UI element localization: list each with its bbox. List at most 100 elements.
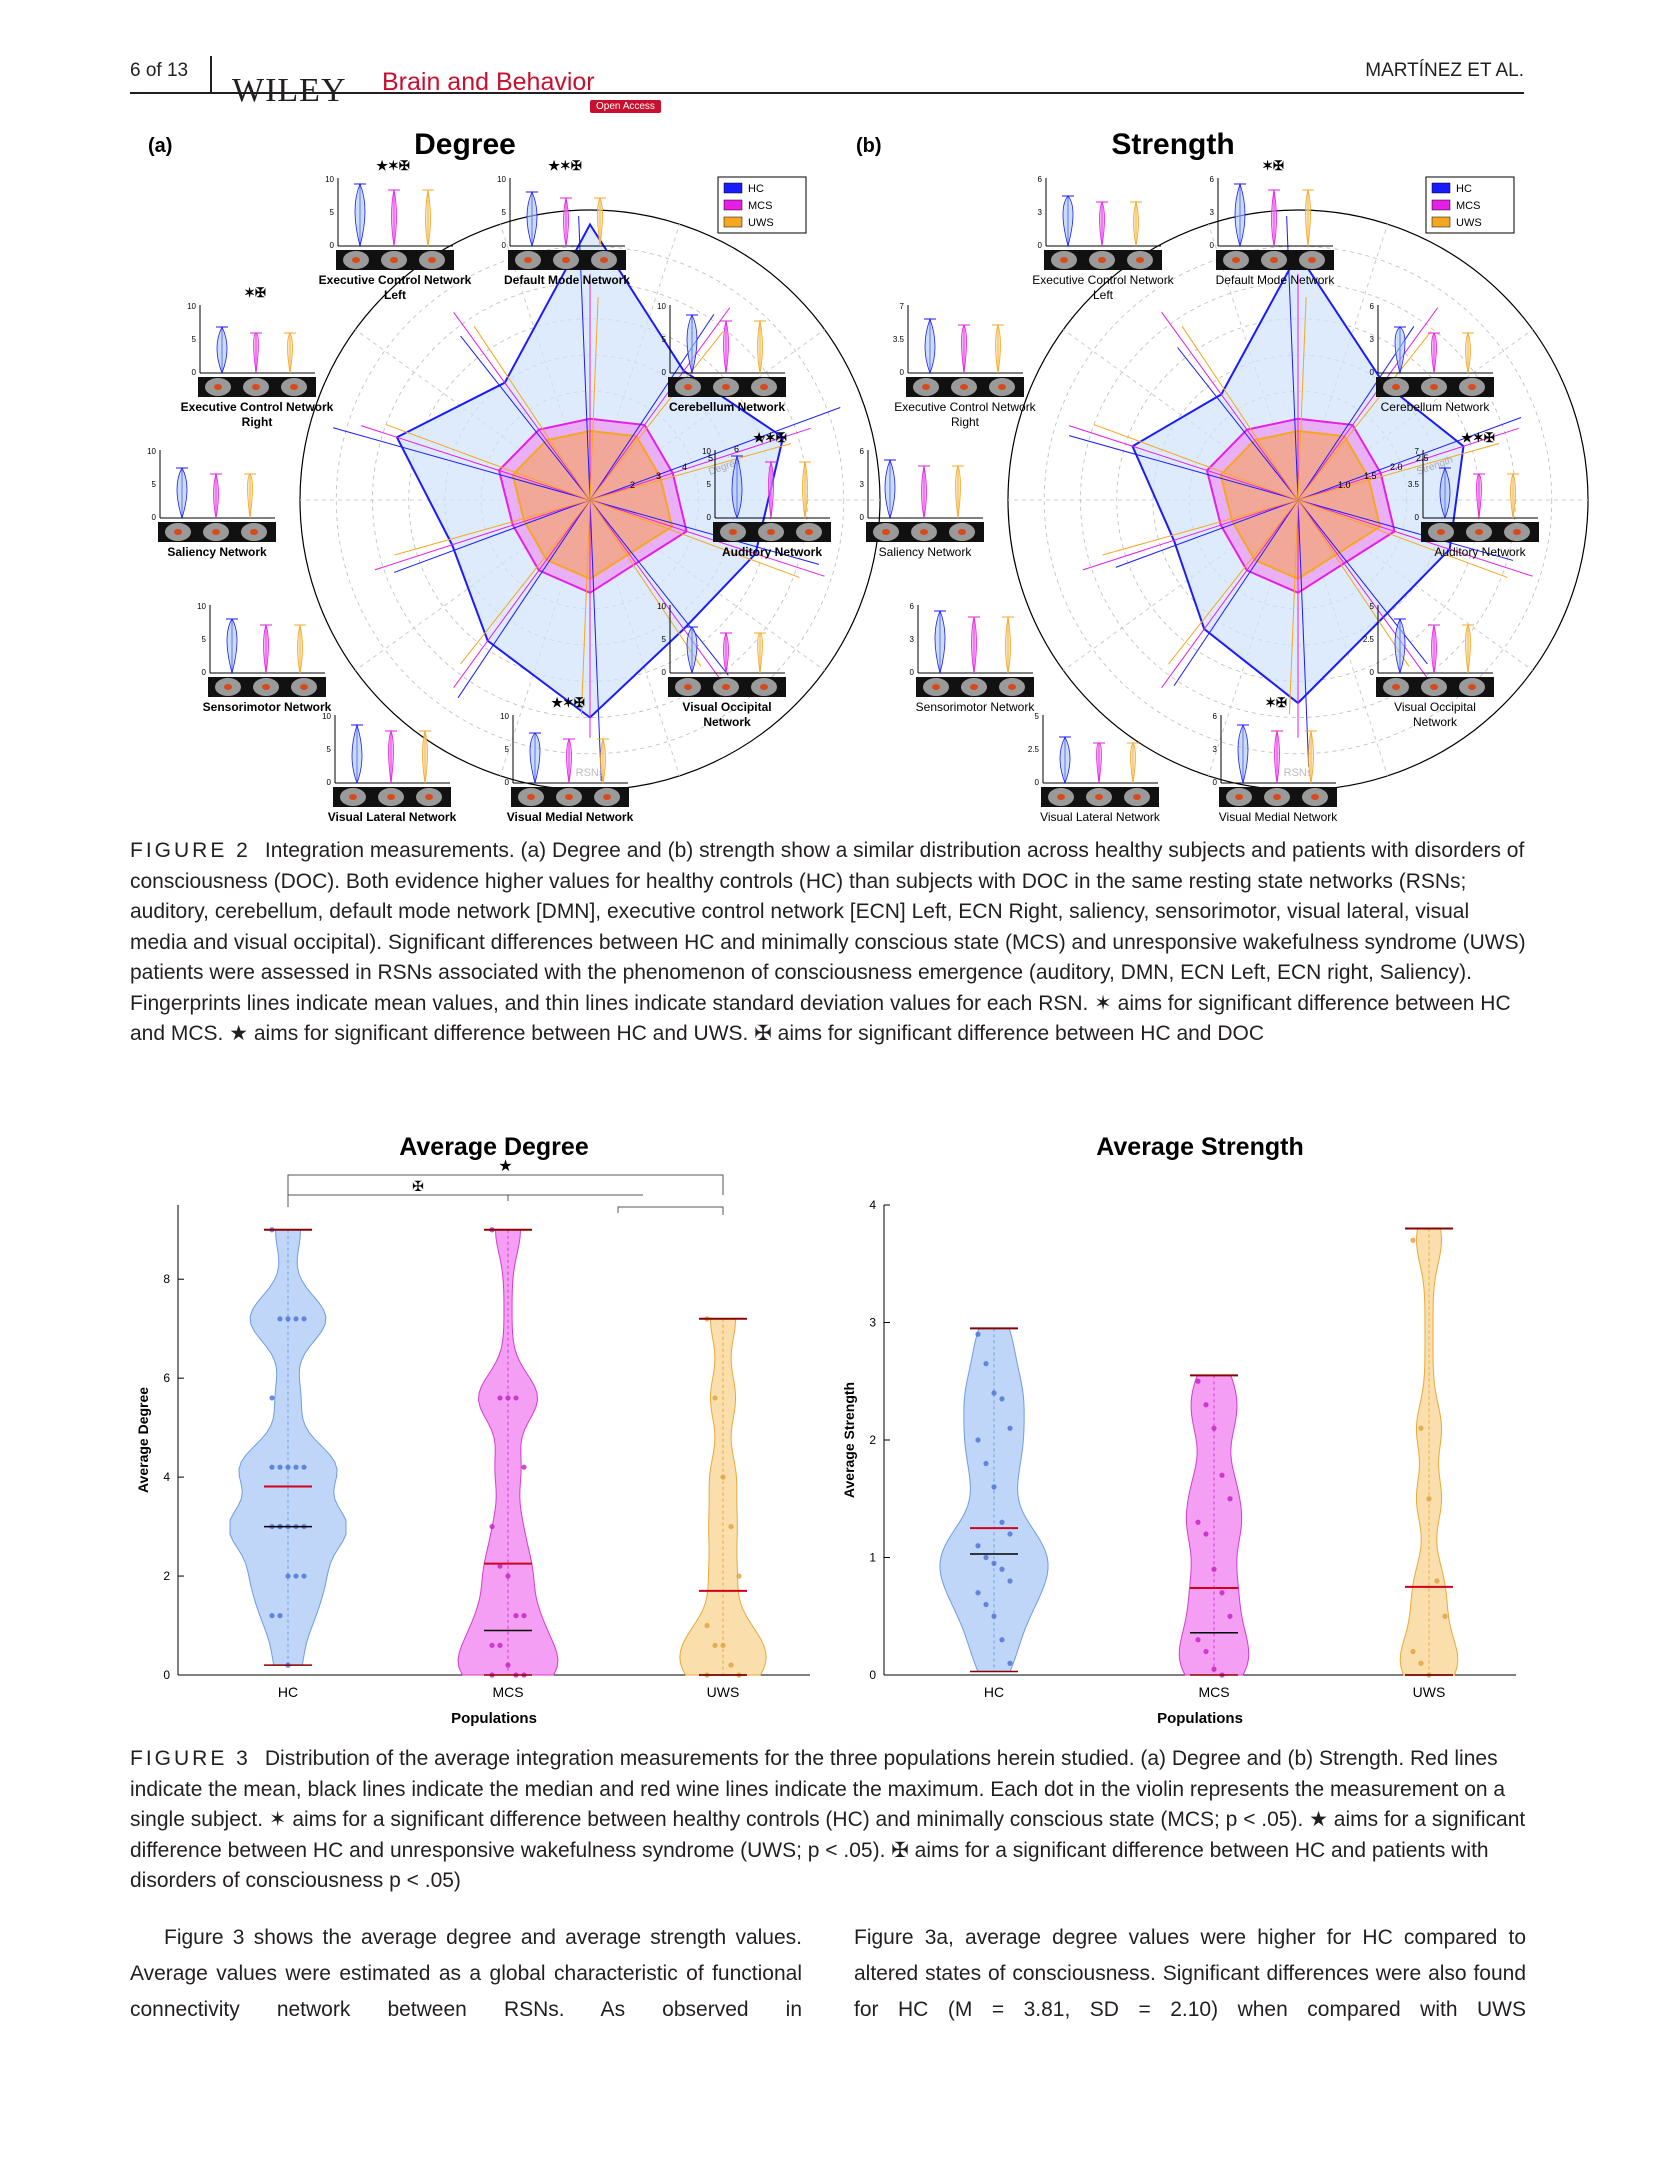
chart-title: Average Degree (399, 1133, 589, 1161)
radar-tick-label: 1.0 (1338, 480, 1351, 490)
brain-thumbnails (1219, 787, 1337, 807)
violin-hc (939, 1327, 1049, 1672)
mini-violin (686, 626, 698, 675)
activation-spot (300, 684, 308, 690)
data-point (1418, 1660, 1424, 1666)
legend-label: HC (1456, 183, 1472, 195)
mini-violin (351, 723, 363, 785)
mini-tick-label: 3 (910, 635, 915, 644)
activation-spot (290, 384, 298, 390)
radar-center-label: RSNs (576, 767, 605, 779)
brain-thumbnails (916, 677, 1034, 697)
mini-tick-label: 2.5 (1363, 635, 1375, 644)
data-point (513, 1395, 519, 1401)
data-point (1203, 1531, 1209, 1537)
mini-tick-label: 5 (502, 208, 507, 217)
data-point (293, 1316, 299, 1322)
activation-spot (425, 794, 433, 800)
data-point (736, 1573, 742, 1579)
data-point (1195, 1378, 1201, 1384)
mini-tick-label: 3 (1213, 745, 1218, 754)
activation-spot (1232, 257, 1240, 263)
network-label: Network (1413, 715, 1458, 729)
legend-label: UWS (748, 217, 774, 229)
brain-thumbnails (208, 677, 326, 697)
mini-tick-label: 0 (707, 513, 712, 522)
radar-sd-line (589, 499, 825, 577)
data-point (728, 1662, 734, 1668)
mini-tick-label: 0 (192, 368, 197, 377)
activation-spot (527, 794, 535, 800)
significance-cross: ✠ (412, 1178, 424, 1194)
mini-tick-label: 3 (1038, 208, 1043, 217)
radar-sd-line (1161, 312, 1299, 501)
x-tick-label: HC (984, 1684, 1004, 1700)
mini-tick-label: 10 (187, 302, 196, 311)
activation-spot (960, 384, 968, 390)
mini-tick-label: 0 (327, 778, 332, 787)
activation-spot (684, 684, 692, 690)
activation-spot (970, 684, 978, 690)
data-point (720, 1474, 726, 1480)
x-tick-label: HC (278, 1684, 298, 1700)
mini-tick-label: 0 (662, 368, 667, 377)
significance-marker: ★✶✠ (376, 158, 410, 173)
mini-tick-label: 0 (1213, 778, 1218, 787)
activation-spot (1513, 529, 1521, 535)
mini-violin (566, 737, 572, 784)
data-point (704, 1622, 710, 1629)
brain-thumbnails (158, 522, 276, 542)
x-axis-label: Populations (451, 1710, 537, 1727)
data-point (285, 1573, 291, 1579)
radar-sd-line (1102, 499, 1299, 556)
data-point (1410, 1237, 1416, 1243)
data-point (1211, 1566, 1217, 1572)
running-authors: MARTÍNEZ ET AL. (1365, 60, 1524, 81)
figure-3-caption: FIGURE 3 Distribution of the average inte… (130, 1744, 1526, 1897)
brain-thumbnails (1041, 787, 1159, 807)
mini-violin (1237, 724, 1249, 785)
data-point (285, 1316, 291, 1322)
data-point (269, 1395, 275, 1401)
mini-tick-label: 3.5 (893, 335, 905, 344)
mini-violin (1431, 332, 1437, 374)
mini-tick-label: 0 (505, 778, 510, 787)
network-label: Right (951, 415, 980, 429)
mini-violin (731, 454, 743, 520)
mini-violin (802, 461, 808, 519)
radar-sd-line (589, 297, 599, 501)
activation-spot (252, 384, 260, 390)
mini-tick-label: 5 (152, 480, 157, 489)
significance-marker: ★✶✠ (1461, 430, 1495, 445)
mini-violin (253, 332, 259, 374)
mini-tick-label: 3 (1210, 208, 1215, 217)
radar-sd-line (589, 442, 792, 501)
mini-tick-label: 6 (1213, 712, 1218, 721)
data-point (505, 1395, 511, 1401)
radar-tick-label: 7 (760, 435, 765, 445)
data-point (1211, 1425, 1217, 1431)
data-point (991, 1484, 997, 1490)
figure-2-panel-b: (b) StrengthHCMCSUWS1.01.52.02.5StrengthR… (856, 128, 1589, 824)
mini-violin (768, 460, 774, 519)
figure-2-panel-a: (a) DegreeHCMCSUWS234567DegreeRSNs★✶✠1050… (147, 128, 881, 824)
radar-sd-line (1297, 499, 1508, 578)
y-tick-label: 2 (869, 1433, 876, 1447)
mini-violin (723, 320, 729, 374)
activation-spot (250, 529, 258, 535)
figure-2-caption-label: FIGURE 2 (130, 839, 251, 862)
radar-tick-label: 3 (656, 471, 661, 481)
radar-sd-line (1297, 499, 1430, 681)
activation-spot (428, 257, 436, 263)
radar-sd-line (1115, 499, 1299, 568)
data-point (285, 1464, 291, 1470)
radar-sd-line (589, 499, 602, 782)
data-point (999, 1637, 1005, 1643)
data-point (277, 1316, 283, 1322)
legend-label: UWS (1456, 217, 1482, 229)
mini-tick-label: 5 (330, 208, 335, 217)
activation-spot (1098, 257, 1106, 263)
network-label: Sensorimotor Network (916, 700, 1036, 714)
